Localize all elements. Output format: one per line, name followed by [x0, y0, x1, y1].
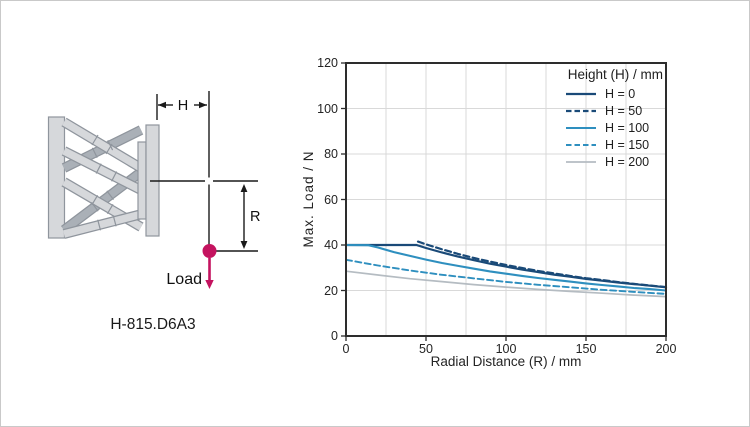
- legend-label: H = 200: [605, 154, 650, 169]
- load-label: Load: [166, 271, 202, 288]
- legend-line-sample: [566, 126, 596, 129]
- x-tick-label: 100: [495, 342, 517, 356]
- x-tick-label: 0: [342, 342, 350, 356]
- legend-line-sample: [566, 143, 596, 146]
- series-line-0: [344, 243, 668, 289]
- load-arrowhead: [205, 280, 214, 289]
- legend-line-sample: [566, 160, 596, 163]
- series-line-2: [344, 243, 668, 292]
- dimension-lines: [150, 91, 258, 252]
- legend-item-2: H = 100: [549, 119, 667, 136]
- dim-r-label: R: [250, 209, 260, 225]
- load-point: [202, 244, 217, 258]
- y-tick-label: 80: [324, 147, 338, 161]
- y-tick-label: 60: [324, 192, 338, 207]
- legend-label: H = 50: [605, 103, 643, 118]
- legend-line-sample: [566, 109, 596, 112]
- series-line-4: [345, 270, 667, 298]
- dimension-arrowheads: [158, 101, 248, 249]
- x-tick-label: 50: [419, 342, 433, 356]
- y-tick-label: 120: [317, 56, 338, 70]
- legend-item-4: H = 200: [549, 153, 667, 170]
- dim-h-label: H: [178, 98, 188, 114]
- hexapod-struts-light: [61, 117, 144, 239]
- x-tick-label: 150: [575, 342, 597, 356]
- legend-label: H = 0: [605, 86, 636, 101]
- legend-line-sample: [566, 92, 596, 95]
- series-line-1: [416, 240, 668, 289]
- plot-frame: [345, 62, 667, 337]
- legend-item-3: H = 150: [549, 136, 667, 153]
- y-tick-label: 0: [331, 329, 338, 343]
- strut-joint-marks: [91, 134, 118, 231]
- x-axis-title: Radial Distance (R) / mm: [430, 354, 582, 369]
- x-tick-label: 200: [655, 342, 677, 356]
- base-plate: [47, 116, 66, 239]
- chart-legend: Height (H) / mm H = 0 H = 50 H = 100 H = 15…: [549, 67, 667, 170]
- legend-label: H = 100: [605, 120, 650, 135]
- y-tick-label: 40: [324, 238, 338, 252]
- y-tick-label: 100: [317, 101, 338, 116]
- y-tick-label: 20: [324, 283, 338, 298]
- series-line-3: [345, 258, 667, 295]
- hexapod-schematic: H R Load H-815.D6A3: [47, 91, 260, 333]
- model-caption: H-815.D6A3: [110, 316, 195, 333]
- legend-label: H = 150: [605, 137, 650, 152]
- legend-item-0: H = 0: [549, 85, 667, 102]
- legend-item-1: H = 50: [549, 102, 667, 119]
- legend-title: Height (H) / mm: [567, 67, 663, 82]
